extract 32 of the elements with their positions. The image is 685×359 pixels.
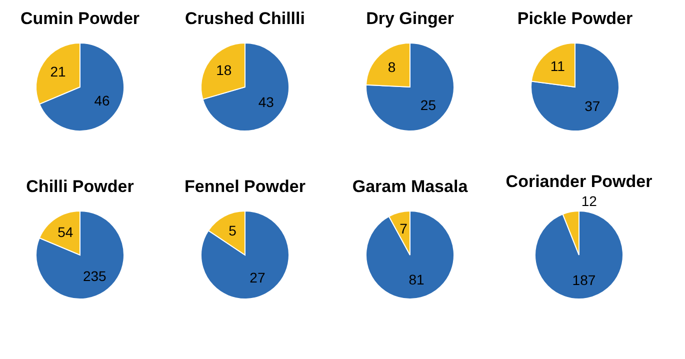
pie-slice [530,42,620,132]
pie-slice [200,210,290,300]
data-label: 43 [258,94,274,110]
pie-slice [36,210,124,300]
data-label: 46 [94,92,110,109]
data-label: 25 [420,97,436,114]
data-label: 11 [550,58,566,74]
data-label: 235 [82,268,107,284]
chart-title: Dry Ginger [366,9,454,28]
pie-slice [366,210,454,300]
chart-title: Coriander Powder [506,172,653,191]
data-label: 37 [584,98,600,114]
data-label: 21 [50,63,66,80]
chart-title: Crushed Chillli [185,9,305,28]
pie-slice [38,42,124,132]
chart-title: Pickle Powder [517,9,634,28]
data-label: 18 [216,62,232,78]
data-label: 8 [388,58,396,75]
data-label: 81 [408,272,425,288]
data-label: 5 [228,222,237,239]
chart-title: Fennel Powder [184,177,306,196]
chart-title: Garam Masala [352,177,468,196]
data-label: 7 [400,220,408,236]
data-label: 54 [58,224,74,240]
chart-title: Cumin Powder [20,9,140,28]
pie-slice [366,42,454,132]
data-label: 187 [572,272,596,288]
chart-title: Chilli Powder [26,177,134,196]
pie-slice [534,210,624,300]
data-label: 12 [581,192,598,209]
data-label: 27 [250,269,266,286]
pie-slice [202,42,290,132]
